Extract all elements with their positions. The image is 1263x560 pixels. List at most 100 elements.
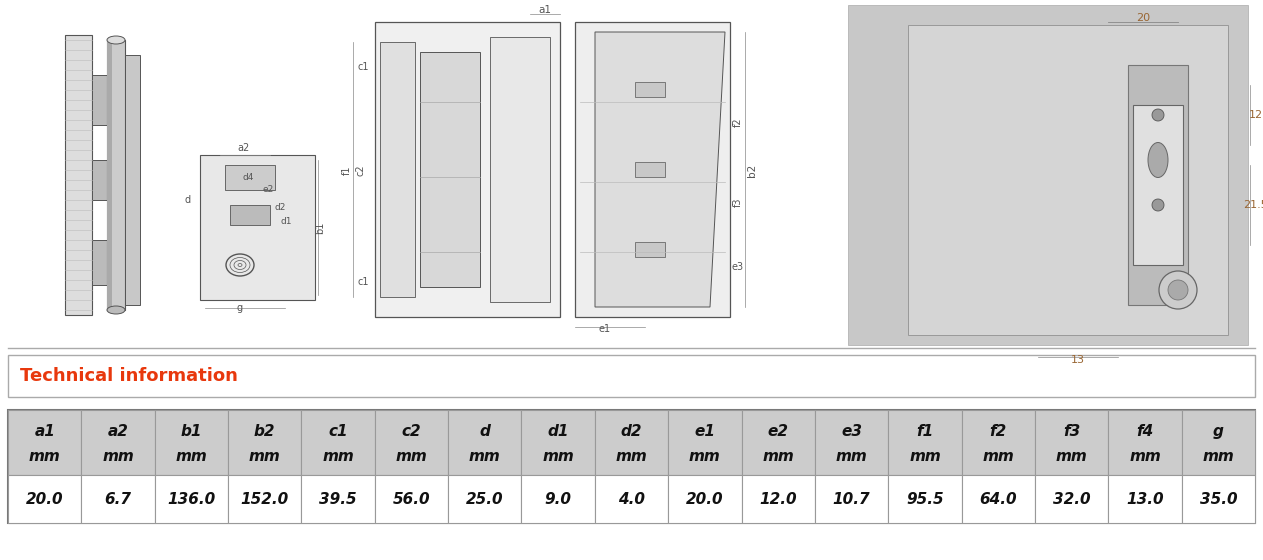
Bar (81, 410, 154, 475)
Bar (1109, 410, 1182, 475)
Text: f3: f3 (733, 197, 743, 207)
Text: a1: a1 (34, 424, 56, 439)
Text: 4.0: 4.0 (618, 492, 645, 506)
Bar (1133, 105, 1183, 265)
Bar (375, 475, 448, 523)
Text: d: d (480, 424, 490, 439)
Text: mm: mm (469, 449, 500, 464)
Text: 12.0: 12.0 (759, 492, 797, 506)
Text: mm: mm (615, 449, 648, 464)
Bar (8, 410, 1255, 523)
Text: d1: d1 (547, 424, 568, 439)
Bar (448, 410, 522, 475)
Text: a1: a1 (538, 5, 552, 15)
Text: mm: mm (1056, 449, 1087, 464)
Ellipse shape (1152, 109, 1164, 121)
Text: 10.7: 10.7 (832, 492, 870, 506)
Bar (92, 240, 110, 285)
Bar (81, 475, 154, 523)
Bar (668, 475, 741, 523)
Text: 95.5: 95.5 (906, 492, 943, 506)
Text: f1: f1 (916, 424, 933, 439)
Text: mm: mm (29, 449, 61, 464)
Bar (380, 42, 416, 297)
Text: d2: d2 (274, 203, 285, 212)
Bar (668, 410, 741, 475)
Text: 21.5: 21.5 (1244, 200, 1263, 210)
Text: 12: 12 (1249, 110, 1263, 120)
Bar (522, 410, 595, 475)
Text: a2: a2 (237, 143, 249, 153)
Bar (154, 410, 229, 475)
Bar (302, 475, 375, 523)
Ellipse shape (107, 36, 125, 44)
Text: mm: mm (1202, 449, 1234, 464)
Text: 35.0: 35.0 (1200, 492, 1238, 506)
Bar (8, 475, 81, 523)
Bar (888, 410, 961, 475)
Text: b1: b1 (314, 222, 325, 234)
Text: Technical information: Technical information (20, 367, 237, 385)
Text: mm: mm (542, 449, 573, 464)
Text: 6.7: 6.7 (105, 492, 131, 506)
Bar (815, 475, 888, 523)
Text: e3: e3 (841, 424, 863, 439)
Text: 9.0: 9.0 (544, 492, 572, 506)
Bar (635, 162, 666, 177)
Bar (635, 82, 666, 97)
Bar (125, 55, 140, 305)
Bar (635, 242, 666, 257)
Text: e3: e3 (733, 262, 744, 272)
Ellipse shape (1168, 280, 1188, 300)
Text: e1: e1 (599, 324, 611, 334)
Bar (375, 22, 560, 317)
Bar (595, 410, 668, 475)
Bar (92, 160, 110, 200)
Bar (1034, 410, 1109, 475)
Text: a2: a2 (107, 424, 129, 439)
Bar (229, 410, 302, 475)
Text: c1: c1 (357, 277, 369, 287)
Bar (961, 475, 1034, 523)
Text: mm: mm (836, 449, 868, 464)
Text: d4: d4 (242, 174, 254, 183)
Text: f4: f4 (1137, 424, 1153, 439)
Bar (448, 475, 522, 523)
Text: mm: mm (395, 449, 427, 464)
Text: e2: e2 (263, 185, 274, 194)
Text: 20: 20 (1135, 13, 1151, 23)
Text: 20.0: 20.0 (25, 492, 63, 506)
Bar (8, 410, 81, 475)
Text: e2: e2 (768, 424, 788, 439)
Text: b2: b2 (746, 164, 757, 176)
Text: d1: d1 (280, 217, 292, 226)
Bar (107, 40, 125, 310)
Bar (8, 355, 1255, 397)
Text: 32.0: 32.0 (1053, 492, 1090, 506)
Bar (1034, 475, 1109, 523)
Bar (961, 410, 1034, 475)
Text: f2: f2 (990, 424, 1007, 439)
Ellipse shape (1159, 271, 1197, 309)
Bar (302, 410, 375, 475)
Text: g: g (237, 303, 242, 313)
Text: mm: mm (909, 449, 941, 464)
Bar (200, 155, 314, 300)
Text: f1: f1 (342, 165, 352, 175)
Text: c2: c2 (355, 164, 365, 176)
Bar (741, 410, 815, 475)
Text: d: d (184, 195, 191, 205)
Bar (92, 75, 110, 125)
Bar (1109, 475, 1182, 523)
Text: 20.0: 20.0 (686, 492, 724, 506)
Text: f2: f2 (733, 117, 743, 127)
Text: b2: b2 (254, 424, 275, 439)
Text: c2: c2 (402, 424, 422, 439)
Text: mm: mm (763, 449, 794, 464)
Text: c1: c1 (328, 424, 347, 439)
Bar (1128, 65, 1188, 305)
Text: mm: mm (176, 449, 207, 464)
Text: f3: f3 (1063, 424, 1080, 439)
Text: mm: mm (1129, 449, 1161, 464)
Bar (815, 410, 888, 475)
